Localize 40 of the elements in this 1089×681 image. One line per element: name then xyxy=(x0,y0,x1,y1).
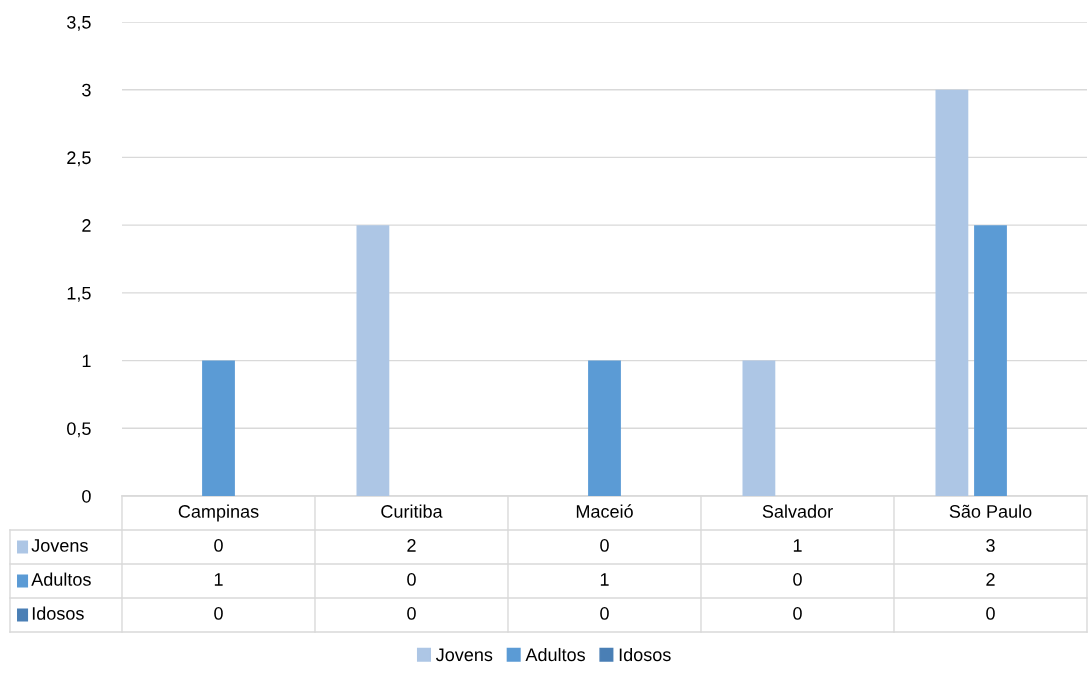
data-label: 0 xyxy=(793,573,802,586)
x-tick-label: Campinas xyxy=(178,504,259,522)
y-tick-label: 0 xyxy=(82,489,91,503)
x-tick-label: Curitiba xyxy=(381,504,443,518)
data-label: 0 xyxy=(407,573,416,586)
y-tick-label: 1,5 xyxy=(67,286,91,302)
y-tick-label: 3 xyxy=(82,83,91,97)
data-label: 2 xyxy=(986,573,995,586)
data-label: 3 xyxy=(986,539,995,552)
data-label: 1 xyxy=(793,539,802,552)
data-label: 1 xyxy=(214,573,223,586)
text: Idosos xyxy=(619,647,671,662)
y-tick-label: 0,5 xyxy=(67,422,91,438)
y-tick-label: 2 xyxy=(82,219,91,232)
data-label: 0 xyxy=(600,539,609,552)
text: Jovens xyxy=(31,539,88,552)
bar xyxy=(935,89,969,496)
bar xyxy=(588,360,621,496)
x-tick-label: Maceió xyxy=(576,504,633,518)
data-label: 0 xyxy=(214,539,223,552)
data-label: 0 xyxy=(600,607,609,620)
x-tick-label: São Paulo xyxy=(949,504,1032,518)
bar xyxy=(356,225,390,496)
bar xyxy=(742,360,776,496)
x-tick-label: Salvador xyxy=(762,504,833,518)
data-label: 0 xyxy=(793,607,802,620)
data-label: 2 xyxy=(407,539,416,552)
y-tick-label: 3,5 xyxy=(67,15,91,31)
data-label: 0 xyxy=(214,607,223,620)
text: Adultos xyxy=(525,647,585,662)
data-label: 1 xyxy=(600,573,609,586)
bar xyxy=(974,225,1007,496)
legend-label: Jovens xyxy=(436,648,493,662)
y-tick-label: 1 xyxy=(82,354,91,368)
legend-label: Idosos xyxy=(32,606,84,620)
data-label: 0 xyxy=(407,607,416,620)
bar xyxy=(202,360,235,496)
y-tick-label: 2,5 xyxy=(67,151,91,167)
data-label: 0 xyxy=(986,607,995,620)
legend-label: Adultos xyxy=(31,572,91,586)
